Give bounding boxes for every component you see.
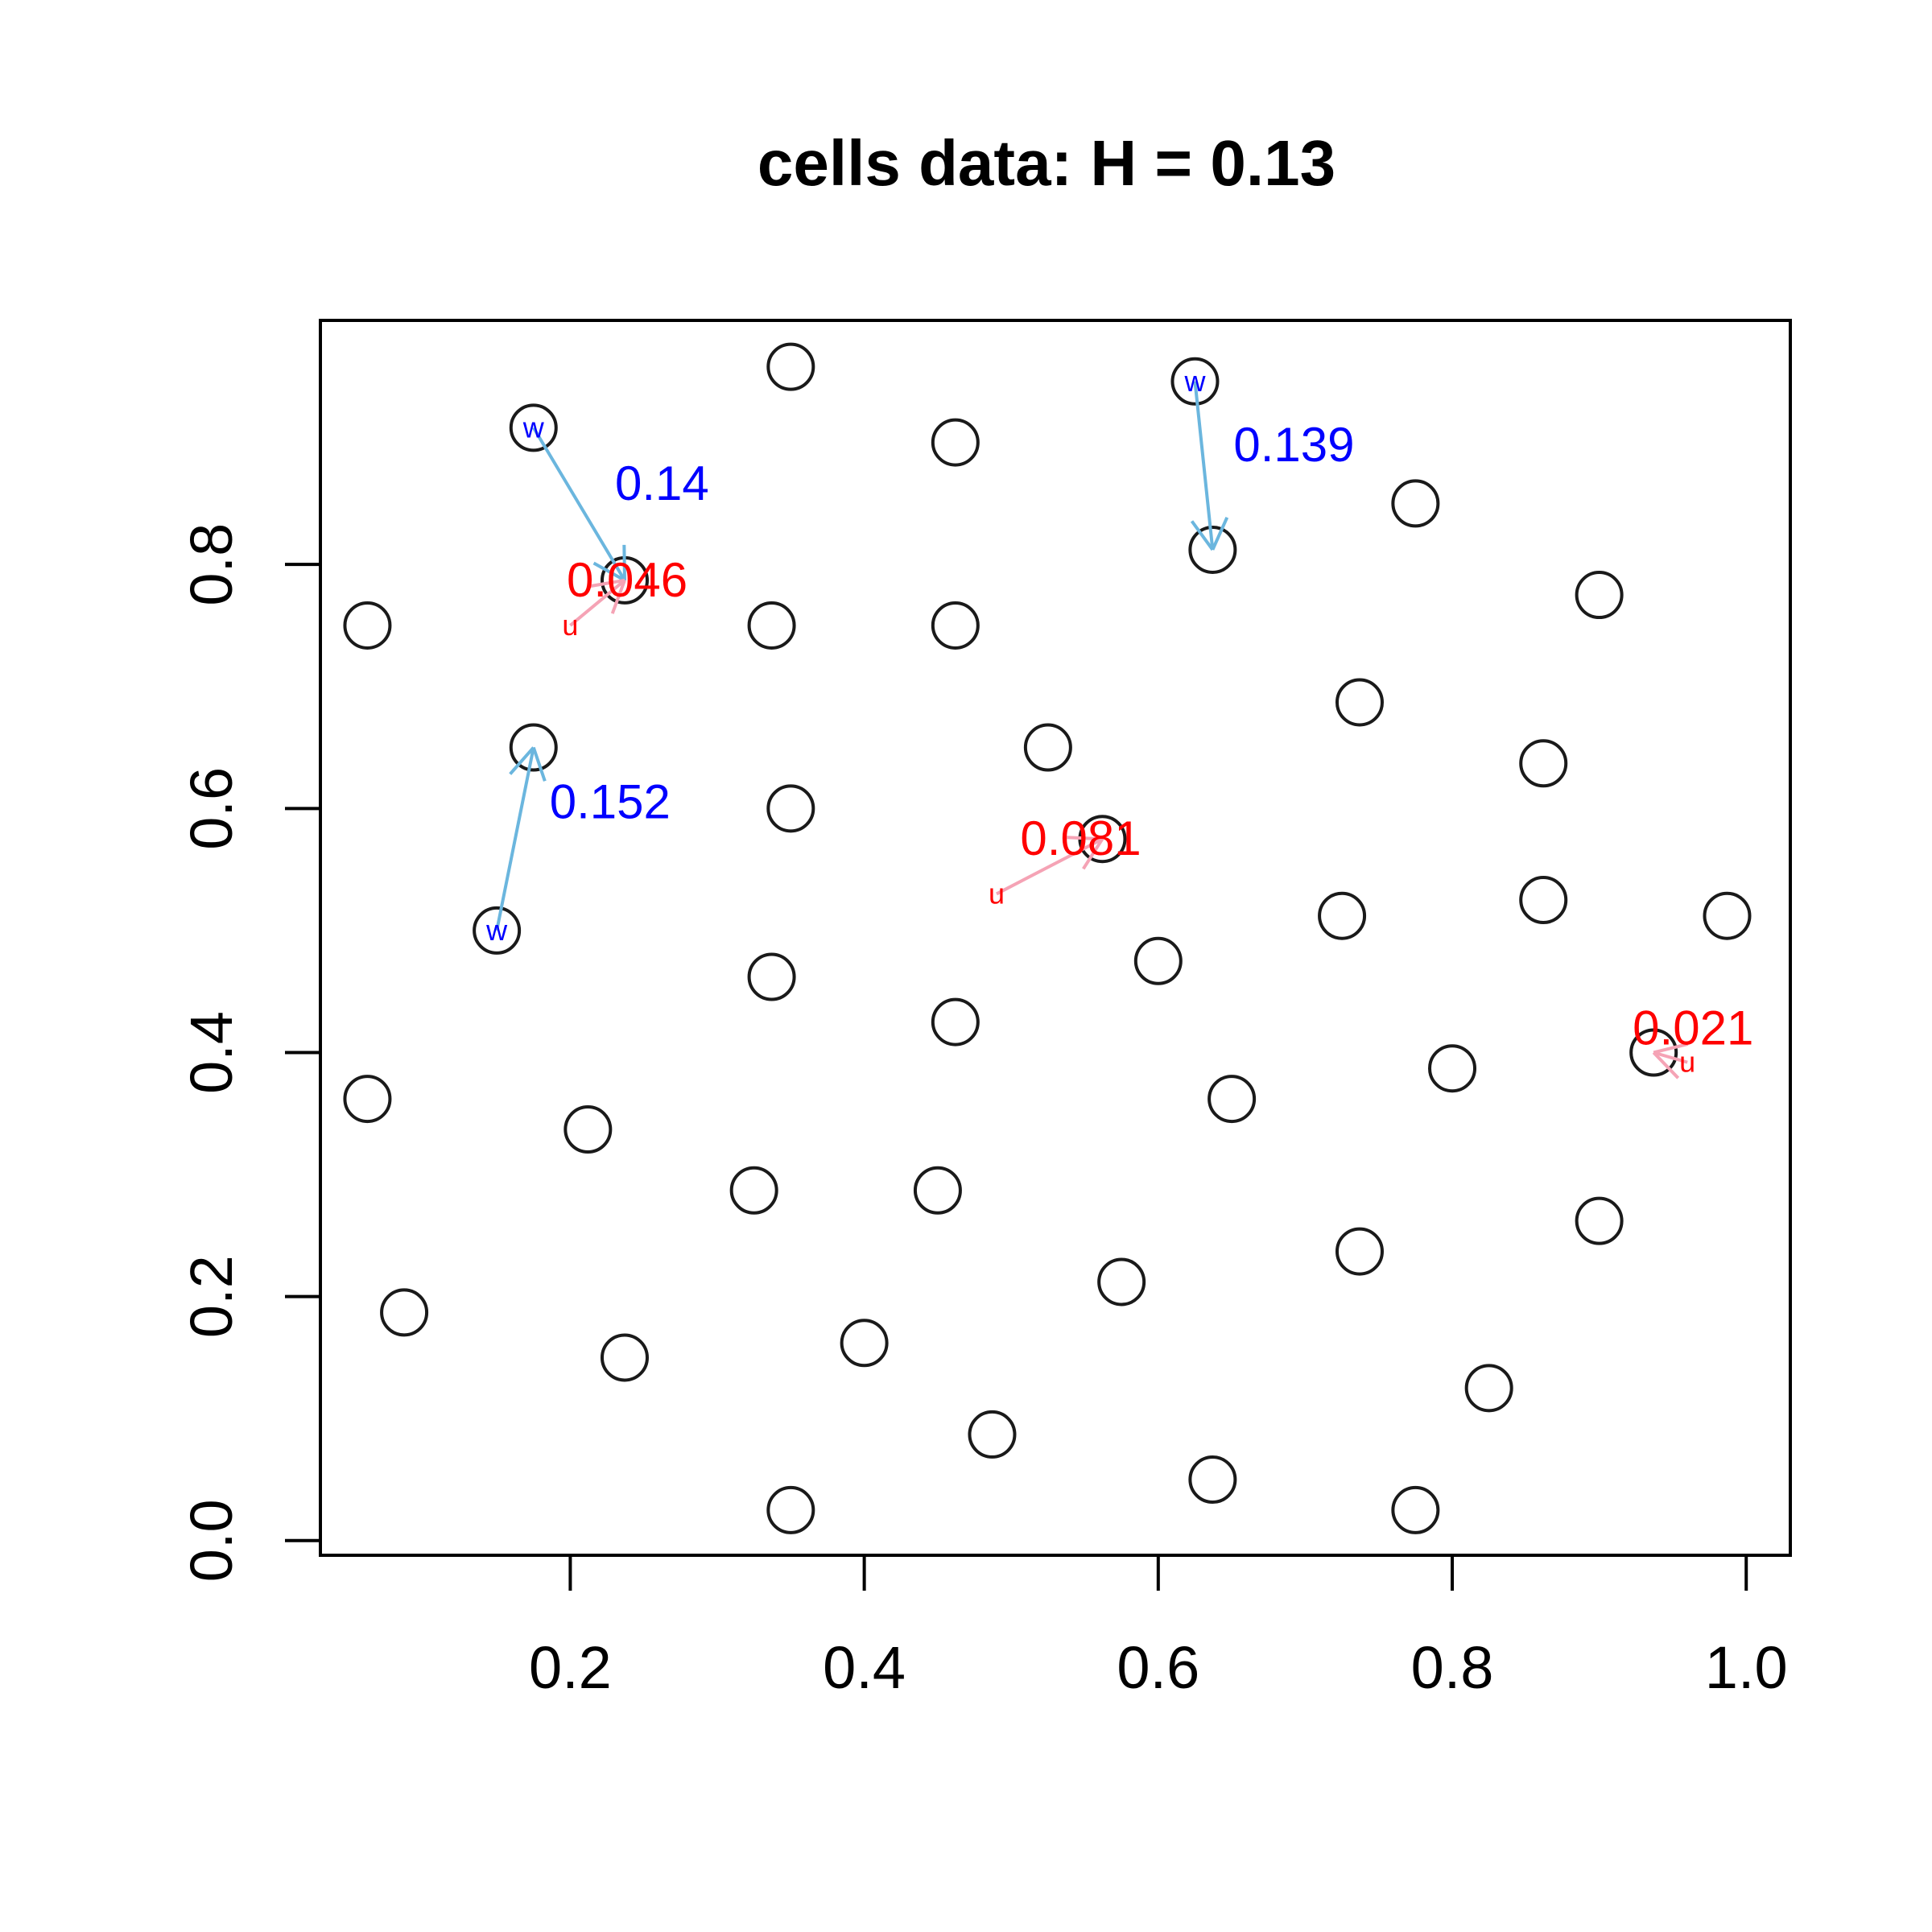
w-arrow-head (531, 746, 547, 782)
y-tick-label: 0.8 (178, 523, 245, 606)
scatter-point (1335, 678, 1384, 727)
scatter-point (1097, 1257, 1146, 1307)
scatter-point (1391, 479, 1440, 528)
w-arrow-label: 0.14 (615, 456, 709, 510)
u-arrow-tag: u (562, 609, 578, 642)
x-tick-label: 0.8 (1411, 1634, 1494, 1701)
scatter-point (1575, 571, 1624, 620)
x-tick-label: 0.6 (1117, 1634, 1199, 1701)
u-arrow-head (1082, 838, 1104, 870)
scatter-point (913, 1166, 962, 1215)
u-arrow-head (1067, 836, 1103, 841)
scatter-point (509, 403, 558, 452)
scatter-point (766, 342, 815, 391)
scatter-point (1391, 1485, 1440, 1534)
w-arrow-tag: w (485, 914, 508, 947)
scatter-point (968, 1410, 1017, 1459)
u-arrow-line (569, 579, 626, 627)
scatter-point (1703, 891, 1752, 940)
scatter-point (1208, 1075, 1257, 1124)
scatter-points (343, 342, 1752, 1534)
u-arrow-label: 0.046 (567, 553, 687, 607)
w-arrow-label: 0.152 (550, 775, 671, 829)
u-arrow-head (1652, 1051, 1680, 1080)
scatter-point (1133, 936, 1183, 985)
scatter-point (840, 1319, 889, 1368)
w-arrow-tag: w (1183, 365, 1206, 398)
scatter-point (931, 997, 980, 1046)
scatter-point (1188, 1455, 1237, 1505)
scatter-point (1335, 1227, 1384, 1276)
u-arrow-head (610, 580, 626, 614)
scatter-point (1188, 525, 1237, 574)
y-tick-label: 0.2 (178, 1255, 245, 1338)
u-arrow-line (996, 837, 1104, 896)
plot-frame (319, 319, 1792, 1557)
u-arrow-tag: u (1679, 1046, 1695, 1079)
scatter-point (931, 601, 980, 650)
u-arrow-head (589, 578, 625, 588)
w-arrow-head (1190, 520, 1215, 551)
w-arrow-head (509, 746, 535, 775)
scatter-point (1575, 1196, 1624, 1245)
w-arrow-line (532, 427, 626, 581)
scatter-point (931, 418, 980, 467)
scatter-point (509, 723, 558, 772)
w-arrow-head (622, 544, 626, 580)
w-arrow-line (1193, 381, 1215, 551)
scatter-point (766, 784, 815, 833)
scatter-point (1318, 891, 1367, 940)
scatter-point (1023, 723, 1072, 772)
scatter-point (1170, 357, 1220, 406)
y-tick-label: 0.4 (178, 1011, 245, 1094)
y-tick-label: 0.6 (178, 767, 245, 850)
u-arrow-label: 0.021 (1633, 1001, 1753, 1055)
x-tick-label: 0.4 (823, 1634, 906, 1701)
w-arrow-line (495, 747, 535, 931)
w-arrow-head (1211, 516, 1229, 551)
scatter-point (766, 1485, 815, 1534)
u-arrow-head (1653, 1042, 1689, 1055)
u-arrow-line (1653, 1051, 1688, 1064)
scatter-point (600, 1333, 649, 1382)
scatter-point (747, 601, 796, 650)
x-tick-label: 0.2 (529, 1634, 612, 1701)
scatter-point (1519, 739, 1568, 788)
w-arrow-label: 0.139 (1233, 418, 1354, 472)
y-tick-label: 0.0 (178, 1499, 245, 1582)
scatter-point (343, 1075, 392, 1124)
chart-title: cells data: H = 0.13 (758, 127, 1335, 199)
x-tick-label: 1.0 (1705, 1634, 1788, 1701)
scatter-point (380, 1288, 429, 1337)
w-arrow-head (592, 561, 625, 582)
x-axis: 0.2 0.4 0.6 0.8 1.0 (529, 1555, 1788, 1701)
scatter-point (1428, 1044, 1477, 1093)
w-arrow-tag: w (522, 411, 545, 444)
scatter-point (1629, 1028, 1678, 1077)
scatter-point (1464, 1364, 1513, 1413)
scatter-point (729, 1166, 778, 1215)
scatter-point (473, 906, 522, 955)
scatter-point (343, 601, 392, 650)
scatter-point (747, 952, 796, 1001)
scatter-point (1519, 876, 1568, 925)
u-arrow-label: 0.081 (1020, 811, 1141, 865)
u-arrow-tag: u (989, 877, 1005, 910)
scatter-point (564, 1104, 613, 1154)
y-axis: 0.0 0.2 0.4 0.6 0.8 (178, 523, 320, 1582)
